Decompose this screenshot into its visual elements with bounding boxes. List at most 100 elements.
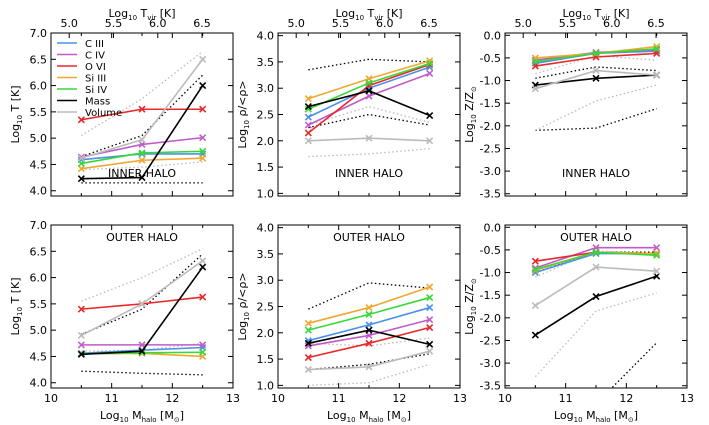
- series-line-si-iii: [308, 286, 430, 325]
- y-axis-label: Log10 T [K]: [9, 85, 24, 143]
- data-point-marker: [653, 45, 661, 53]
- series-line-mass: [81, 266, 204, 356]
- data-point-marker: [592, 49, 600, 57]
- y-tick-label: 2.0: [257, 327, 275, 340]
- dotted-range-line: [308, 105, 430, 126]
- data-point-marker: [138, 341, 146, 349]
- data-point-marker: [426, 283, 434, 291]
- data-point-marker: [138, 156, 146, 164]
- top-axis-label: Log10 Tvir [K]: [562, 7, 629, 22]
- series-line-volume: [535, 69, 657, 90]
- series-line-mass: [534, 275, 657, 336]
- top-tick-label: 5.5: [559, 17, 577, 30]
- legend-label: C IV: [85, 51, 105, 62]
- data-point-marker: [426, 111, 434, 120]
- top-tick-label: 6.0: [149, 17, 167, 30]
- plot-area: [531, 244, 661, 388]
- x-axis-label: Log10 Mhalo [M⊙]: [554, 409, 638, 424]
- data-point-marker: [365, 321, 373, 329]
- data-point-marker: [304, 342, 312, 350]
- y-tick-label: 1.0: [257, 187, 275, 200]
- top-tick-label: 5.5: [105, 17, 123, 30]
- data-point-marker: [77, 305, 85, 313]
- data-point-marker: [77, 154, 85, 162]
- y-tick-label: 0.0: [484, 29, 502, 42]
- y-tick-label: -3.0: [480, 165, 501, 178]
- panel-frame: [504, 224, 688, 389]
- data-point-marker: [426, 340, 434, 348]
- x-tick-label: 12: [165, 392, 179, 405]
- x-tick-label: 13: [226, 392, 240, 405]
- y-tick-label: 6.5: [30, 245, 48, 258]
- dotted-range-line: [308, 58, 430, 71]
- data-point-marker: [426, 69, 434, 78]
- data-point-marker: [199, 82, 207, 90]
- y-tick-label: 1.5: [257, 353, 275, 366]
- data-point-marker: [592, 292, 600, 301]
- data-point-marker: [592, 248, 600, 256]
- data-point-marker: [199, 341, 207, 349]
- data-point-marker: [77, 165, 85, 173]
- data-point-marker: [426, 137, 434, 145]
- x-tick-label: 13: [453, 392, 467, 405]
- data-point-marker: [199, 134, 207, 142]
- data-point-marker: [426, 57, 434, 65]
- dotted-range-line: [308, 113, 430, 129]
- y-axis-label: Log10 ρ/<ρ>: [236, 80, 251, 148]
- top-tick-label: 5.0: [60, 17, 78, 30]
- y-tick-label: -1.0: [480, 267, 501, 280]
- data-point-marker: [304, 339, 312, 347]
- x-tick-label: 10: [271, 392, 285, 405]
- x-tick-label: 11: [332, 392, 346, 405]
- x-tick-label: 13: [680, 392, 694, 405]
- panel-frame: [50, 32, 234, 197]
- y-tick-label: 4.0: [30, 185, 48, 198]
- panel-top-right: -3.5 -3.0 -2.5 -2.0 -1.5 -1.0 -0.5 0.0 5.0 5.5 6.0…: [463, 7, 688, 201]
- data-point-marker: [426, 316, 434, 324]
- data-point-marker: [365, 310, 373, 318]
- data-point-marker: [426, 303, 434, 312]
- y-tick-label: 4.0: [257, 222, 275, 235]
- region-label: INNER HALO: [335, 167, 403, 180]
- top-tick-label: 6.0: [603, 17, 621, 30]
- legend-label: O VI: [85, 62, 106, 73]
- dotted-range-line: [535, 107, 657, 131]
- data-point-marker: [365, 339, 373, 347]
- panel-frame: [277, 32, 461, 197]
- data-point-marker: [426, 347, 434, 355]
- data-point-marker: [365, 92, 373, 100]
- top-axis-label: Log10 Tvir [K]: [108, 7, 175, 22]
- y-tick-label: -2.5: [480, 142, 501, 155]
- data-point-marker: [138, 149, 146, 157]
- dotted-range-line: [535, 84, 657, 131]
- data-point-marker: [304, 95, 312, 103]
- data-point-marker: [653, 244, 661, 252]
- data-point-marker: [304, 326, 312, 334]
- x-axis-label: Log10 Mhalo [M⊙]: [327, 409, 411, 424]
- plot-area: [304, 282, 434, 387]
- y-tick-label: -2.0: [480, 120, 501, 133]
- y-tick-label: 4.0: [257, 30, 275, 43]
- y-tick-label: -2.0: [480, 312, 501, 325]
- data-point-marker: [77, 350, 85, 358]
- panel-top-middle: 1.0 1.5 2.0 2.5 3.0 3.5 4.0 5.0 5.5 6.0 6.5 Log10 T…: [236, 7, 461, 200]
- top-tick-label: 5.5: [332, 17, 350, 30]
- series-line-volume: [80, 260, 204, 337]
- dotted-range-line: [81, 161, 203, 171]
- top-tick-label: 5.0: [287, 17, 305, 30]
- y-tick-label: -3.5: [480, 188, 501, 201]
- data-point-marker: [365, 79, 373, 87]
- region-label: OUTER HALO: [333, 231, 405, 244]
- y-tick-label: -1.0: [480, 75, 501, 88]
- data-point-marker: [304, 129, 312, 137]
- legend-label: Volume: [85, 108, 122, 119]
- data-point-marker: [531, 57, 539, 66]
- dotted-range-line: [308, 363, 430, 387]
- x-tick-label: 12: [619, 392, 633, 405]
- data-point-marker: [426, 323, 434, 332]
- data-point-marker: [199, 105, 207, 113]
- data-point-marker: [365, 134, 373, 142]
- panel-frame: [504, 32, 688, 197]
- data-point-marker: [426, 293, 434, 302]
- legend-label: Si III: [85, 74, 106, 85]
